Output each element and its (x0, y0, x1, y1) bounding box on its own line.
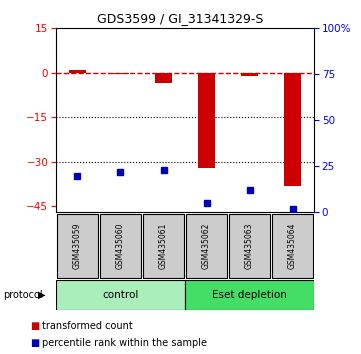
Text: GDS3599 / GI_31341329-S: GDS3599 / GI_31341329-S (97, 12, 264, 25)
Bar (186, 214, 227, 278)
Bar (100, 214, 141, 278)
Text: protocol: protocol (4, 290, 43, 300)
Bar (242, 73, 258, 76)
Text: percentile rank within the sample: percentile rank within the sample (42, 338, 206, 348)
Bar (272, 214, 313, 278)
Text: ■: ■ (30, 321, 39, 331)
Text: Eset depletion: Eset depletion (212, 290, 287, 300)
Bar (143, 214, 184, 278)
Text: control: control (102, 290, 139, 300)
Text: ■: ■ (30, 338, 39, 348)
Bar (155, 73, 172, 83)
Text: ▶: ▶ (38, 290, 45, 300)
Text: GSM435059: GSM435059 (73, 223, 82, 269)
Text: GSM435063: GSM435063 (245, 223, 254, 269)
Text: GSM435062: GSM435062 (202, 223, 211, 269)
Bar (198, 73, 215, 168)
Bar (56, 280, 185, 310)
Text: transformed count: transformed count (42, 321, 132, 331)
Bar (185, 280, 314, 310)
Bar (284, 73, 301, 186)
Bar (69, 70, 86, 73)
Text: GSM435061: GSM435061 (159, 223, 168, 269)
Bar (57, 214, 98, 278)
Text: GSM435064: GSM435064 (288, 223, 297, 269)
Text: GSM435060: GSM435060 (116, 223, 125, 269)
Bar (229, 214, 270, 278)
Bar (112, 73, 129, 74)
